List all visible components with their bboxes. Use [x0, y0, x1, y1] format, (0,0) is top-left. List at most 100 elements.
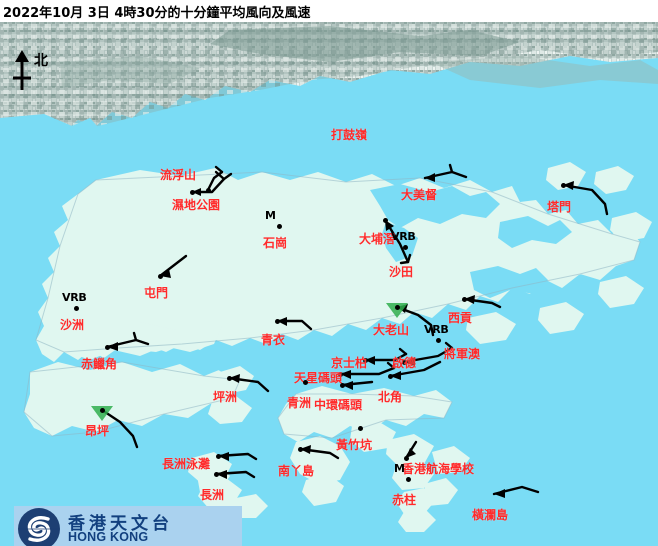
station-label: 啟德 — [392, 356, 417, 370]
wind-barb-feather — [399, 253, 412, 265]
station-label: 大美督 — [401, 188, 438, 202]
wind-barb-feather — [214, 170, 233, 181]
station-label: 赤鱲角 — [81, 357, 118, 371]
station-marker-dot — [403, 245, 408, 250]
station-marker-dot — [216, 454, 221, 459]
wind-barb-feather — [214, 165, 224, 174]
station-wind-flag: M — [265, 209, 276, 222]
station-label: 濕地公園 — [172, 198, 221, 212]
wind-barb-layer — [100, 163, 609, 498]
wind-barb-arrowhead — [218, 452, 229, 461]
station-label: 赤柱 — [392, 493, 417, 507]
wind-barb-arrowhead — [277, 317, 287, 326]
station-label: 塔門 — [547, 200, 572, 214]
station-marker-dot — [190, 190, 195, 195]
station-label: 香港航海學校 — [402, 462, 475, 476]
page-title: 2022年10月 3日 4時30分的十分鐘平均風向及風速 — [3, 6, 311, 21]
wind-barb-feather — [448, 163, 454, 174]
wind-barb-shaft — [338, 366, 396, 376]
wind-barb-arrowhead — [216, 470, 227, 479]
highland-station-triangle-icon — [91, 406, 113, 421]
station-marker-dot — [404, 456, 409, 461]
wind-barb-shaft — [402, 346, 454, 364]
wind-barb-arrowhead — [342, 381, 353, 390]
wind-barb-arrowhead — [406, 448, 416, 458]
wind-barb-feather — [386, 361, 396, 370]
map-geography — [0, 22, 658, 546]
station-marker-dot — [340, 383, 345, 388]
highland-station-triangle-icon — [386, 303, 408, 318]
wind-barb-feather — [398, 347, 408, 356]
station-label: 橫瀾島 — [472, 508, 509, 522]
wind-barb-arrowhead — [107, 342, 118, 351]
station-label: 北角 — [378, 390, 403, 404]
wind-barb-arrowhead — [365, 356, 375, 365]
station-wind-flag: VRB — [391, 230, 416, 243]
logo-english-text: HONG KONG OBSERVATORY — [68, 530, 164, 546]
station-label: 昂坪 — [85, 424, 110, 438]
station-label: 屯門 — [144, 286, 169, 300]
station-marker-dot — [100, 408, 105, 413]
wind-barb-arrowhead — [340, 370, 351, 379]
wind-barb-arrowhead — [385, 220, 394, 231]
station-marker-dot — [298, 447, 303, 452]
station-label: 西貢 — [448, 311, 473, 325]
wind-barb-arrowhead — [300, 445, 311, 454]
station-label: 青洲 — [287, 396, 312, 410]
station-marker-dot — [338, 372, 343, 377]
station-marker-dot — [74, 306, 79, 311]
station-marker-dot — [395, 305, 400, 310]
station-marker-dot — [561, 183, 566, 188]
station-label: 中環碼頭 — [314, 398, 363, 412]
hko-logo: 香港天文台 HONG KONG OBSERVATORY — [14, 506, 242, 546]
station-label: 南丫島 — [278, 464, 315, 478]
station-label: 黃竹坑 — [336, 438, 373, 452]
station-wind-flag: VRB — [424, 323, 449, 336]
station-marker-dot — [214, 472, 219, 477]
station-label: 打鼓嶺 — [331, 128, 368, 142]
wind-barb-feather — [444, 341, 454, 350]
wind-barb-feather — [132, 331, 138, 342]
north-arrow-icon — [13, 50, 31, 90]
station-label: 坪洲 — [213, 390, 238, 404]
station-marker-dot — [303, 380, 308, 385]
station-marker-dot — [388, 374, 393, 379]
wind-barb-arrowhead — [229, 374, 240, 383]
station-marker-dot — [158, 274, 163, 279]
title-bar: 2022年10月 3日 4時30分的十分鐘平均風向及風速 — [0, 0, 658, 22]
hko-swirl-logo — [18, 508, 60, 546]
wind-barb-arrowhead — [425, 173, 435, 182]
hong-kong-wind-map: 北 打鼓嶺 流浮山 濕地公園 M 石崗 大美督 塔門 大埔滘 VRB 沙田 屯門 VRB 沙洲 赤鱲角 昂坪… — [0, 22, 658, 546]
wind-barb-shaft — [561, 183, 609, 216]
station-marker-dot — [406, 477, 411, 482]
wind-barb-shaft — [388, 360, 442, 378]
station-marker-dot — [105, 345, 110, 350]
station-label: 流浮山 — [160, 168, 197, 182]
station-wind-flag: VRB — [62, 291, 87, 304]
station-marker-dot — [462, 297, 467, 302]
station-marker-dot — [206, 188, 211, 193]
station-label: 沙洲 — [60, 318, 85, 332]
station-marker-dot — [436, 338, 441, 343]
wind-barb-arrowhead — [563, 181, 574, 190]
station-label: 京士柏 — [331, 356, 368, 370]
station-label: 將軍澳 — [444, 347, 481, 361]
station-wind-flag: M — [394, 462, 405, 475]
north-label: 北 — [34, 53, 48, 69]
station-label: 石崗 — [263, 236, 288, 250]
station-marker-dot — [383, 218, 388, 223]
station-marker-dot — [227, 376, 232, 381]
station-marker-dot — [363, 358, 368, 363]
wind-barb-shaft — [206, 170, 224, 192]
station-label: 青衣 — [261, 333, 286, 347]
north-arrow: 北 — [8, 48, 70, 94]
station-label: 天星碼頭 — [294, 371, 343, 385]
wind-barb-arrowhead — [404, 357, 415, 366]
station-marker-dot — [358, 426, 363, 431]
wind-barb-arrowhead — [390, 371, 401, 380]
station-label: 大老山 — [373, 323, 410, 337]
station-marker-dot — [402, 360, 407, 365]
wind-barb-arrowhead — [464, 295, 475, 304]
station-label: 大埔滘 — [359, 232, 396, 246]
